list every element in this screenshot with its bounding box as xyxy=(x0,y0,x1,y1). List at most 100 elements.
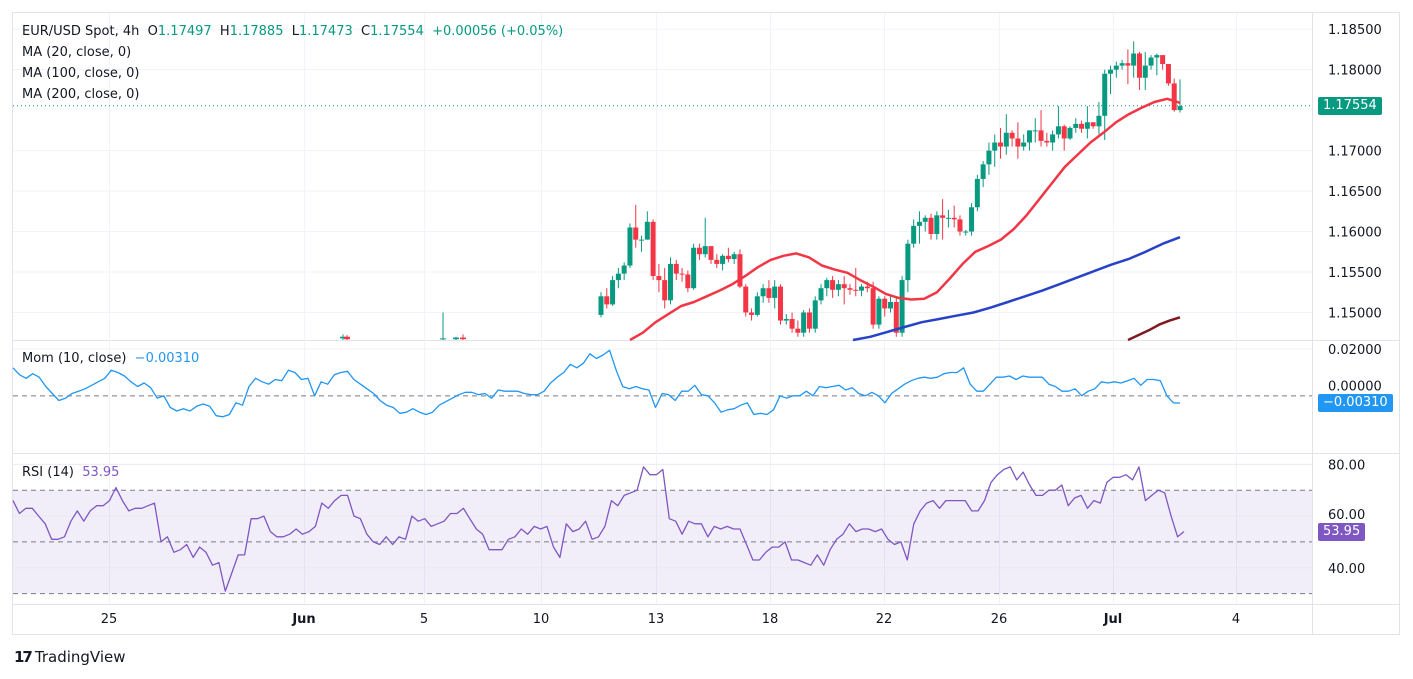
candle-body xyxy=(667,263,673,301)
candle-body xyxy=(1038,130,1044,141)
candle-body xyxy=(1108,69,1114,74)
price-tick-label: 1.16500 xyxy=(1328,185,1382,200)
candle xyxy=(1003,114,1009,155)
candle xyxy=(1032,118,1038,143)
candle xyxy=(650,219,656,281)
candle-body xyxy=(1026,130,1032,143)
candle-body xyxy=(1061,126,1067,139)
candle xyxy=(824,277,830,297)
candle-body xyxy=(1113,65,1119,70)
candle-body xyxy=(673,263,679,274)
candle xyxy=(708,246,714,264)
symbol-title[interactable]: EUR/USD Spot, 4h xyxy=(22,24,140,39)
candle xyxy=(847,284,853,295)
candle-body xyxy=(945,217,951,219)
candle-body xyxy=(731,254,737,260)
candle xyxy=(685,270,691,293)
time-tick-label: Jun xyxy=(291,612,315,627)
candle-body xyxy=(940,215,946,218)
ma200-line xyxy=(1127,316,1181,342)
candle xyxy=(1038,110,1044,147)
candle-body xyxy=(882,298,888,309)
candle xyxy=(876,296,882,329)
rsi-legend[interactable]: RSI (14) 53.95 xyxy=(22,465,119,480)
candle-body xyxy=(905,243,911,281)
candle-body xyxy=(344,336,350,340)
time-tick-label: 26 xyxy=(991,612,1008,627)
candle xyxy=(928,213,934,240)
candle-body xyxy=(818,288,824,301)
candle-body xyxy=(841,284,847,289)
candle-body xyxy=(1131,53,1137,66)
candle xyxy=(1055,106,1061,139)
open-label: O xyxy=(147,24,158,39)
candle-body xyxy=(696,247,702,255)
price-tick-label: 1.15500 xyxy=(1328,266,1382,281)
time-tick-label: 25 xyxy=(101,612,118,627)
candle-body xyxy=(1119,63,1125,66)
candle xyxy=(963,229,969,236)
price-tick-label: 1.17000 xyxy=(1328,145,1382,160)
candle xyxy=(731,251,737,264)
candle-body xyxy=(835,284,841,290)
candle-body xyxy=(453,337,459,340)
candle-body xyxy=(633,227,639,240)
mom-legend[interactable]: Mom (10, close) −0.00310 xyxy=(22,351,199,366)
candle-body xyxy=(604,296,610,305)
candle xyxy=(702,217,708,258)
last-price-badge: 1.17554 xyxy=(1318,96,1382,115)
mom-value: −0.00310 xyxy=(134,351,200,366)
candle xyxy=(679,267,685,282)
candle-body xyxy=(1160,55,1166,64)
close-value: 1.17554 xyxy=(370,24,424,39)
candle-body xyxy=(1154,55,1160,58)
mom-tick-label: 0.02000 xyxy=(1328,343,1382,358)
ma200-legend[interactable]: MA (200, close, 0) xyxy=(22,87,140,102)
rsi-line xyxy=(12,466,1185,592)
ma20-legend[interactable]: MA (20, close, 0) xyxy=(22,45,132,60)
candle xyxy=(835,280,841,297)
candle xyxy=(957,215,963,236)
tradingview-logo[interactable]: 17 TradingView xyxy=(14,648,126,666)
candle-body xyxy=(783,318,789,321)
candle-body xyxy=(830,280,836,290)
candle-body xyxy=(951,217,957,220)
candle-body xyxy=(1073,123,1079,128)
candle-body xyxy=(754,296,760,315)
candle-body xyxy=(922,217,928,222)
candle xyxy=(639,235,645,252)
high-value: 1.17885 xyxy=(229,24,284,39)
candle xyxy=(633,204,639,248)
candle xyxy=(818,284,824,305)
candle xyxy=(604,288,610,309)
candle-body xyxy=(899,280,905,333)
candle-body xyxy=(627,227,633,266)
candle xyxy=(777,284,783,325)
candle xyxy=(1050,130,1056,151)
candle xyxy=(1084,106,1090,139)
candle-body xyxy=(644,221,650,240)
candle xyxy=(1171,78,1177,112)
candle xyxy=(859,284,865,297)
candle xyxy=(1148,55,1154,70)
candle-body xyxy=(1096,115,1102,127)
candle xyxy=(789,312,795,333)
candle xyxy=(720,254,726,271)
candle-body xyxy=(1009,132,1015,139)
candle xyxy=(1015,122,1021,159)
candle-body xyxy=(1044,140,1050,143)
candle xyxy=(1136,51,1142,90)
candle-body xyxy=(812,300,818,329)
symbol-legend: EUR/USD Spot, 4h O1.17497 H1.17885 L1.17… xyxy=(22,24,563,39)
candle xyxy=(1096,102,1102,135)
candle xyxy=(644,211,650,240)
candle xyxy=(656,263,662,293)
candle-body xyxy=(662,280,668,301)
candle-body xyxy=(743,286,749,313)
candle-body xyxy=(1015,138,1021,147)
ma100-legend[interactable]: MA (100, close, 0) xyxy=(22,66,140,81)
candle-body xyxy=(969,207,975,232)
candle-body xyxy=(615,273,621,281)
open-value: 1.17497 xyxy=(157,24,212,39)
